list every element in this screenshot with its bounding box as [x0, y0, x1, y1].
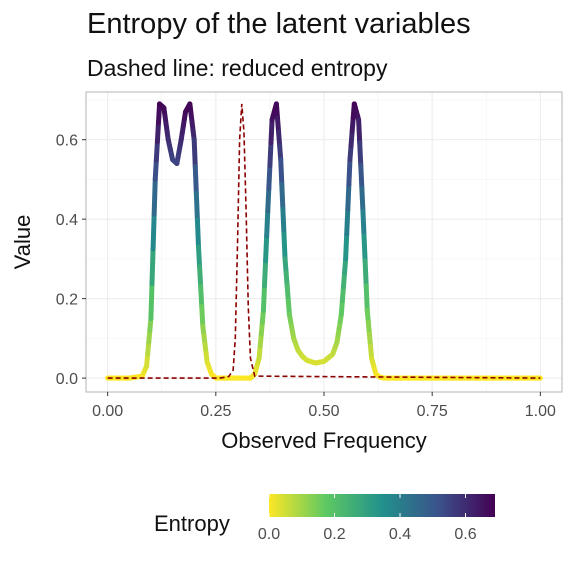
entropy-segment: [356, 117, 363, 146]
entropy-segment: [194, 217, 202, 250]
entropy-segment: [266, 163, 273, 191]
entropy-segment: [279, 181, 286, 212]
entropy-segment: [152, 158, 159, 182]
reduced-entropy-series: [107, 103, 541, 379]
entropy-segment: [265, 185, 272, 214]
entropy-segment: [198, 284, 205, 310]
entropy-segment: [263, 233, 270, 264]
grid-lines: [86, 92, 562, 392]
entropy-segment: [358, 163, 365, 191]
entropy-segment: [362, 258, 369, 289]
entropy-segment: [264, 208, 271, 239]
entropy-segment: [359, 185, 366, 214]
entropy-segment: [360, 208, 367, 239]
entropy-segment: [344, 206, 351, 237]
x-tick-label: 0.25: [200, 403, 231, 420]
entropy-segment: [281, 231, 288, 262]
x-tick-label: 0.00: [92, 403, 123, 420]
legend-title: Entropy: [154, 511, 230, 536]
entropy-segment: [357, 140, 364, 169]
legend-tick-label: 0.0: [258, 526, 280, 543]
entropy-segment: [193, 190, 200, 223]
chart-subtitle: Dashed line: reduced entropy: [87, 55, 388, 81]
legend-tick-label: 0.6: [454, 526, 476, 543]
entropy-segment: [343, 231, 350, 262]
entropy-segment: [262, 258, 269, 289]
entropy-segment: [149, 246, 156, 287]
legend-ticks: 0.0 0.2 0.4 0.6: [258, 494, 477, 543]
y-tick-label: 0.4: [56, 212, 78, 229]
entropy-segment: [148, 281, 155, 321]
x-tick-label: 0.75: [417, 403, 448, 420]
legend-colorbar: [269, 494, 495, 517]
y-axis-title: Value: [10, 215, 35, 270]
entropy-segment: [267, 140, 274, 169]
entropy-segment: [280, 206, 287, 237]
y-tick-label: 0.6: [56, 133, 78, 150]
entropy-segment: [361, 233, 368, 264]
entropy-segment: [346, 157, 353, 187]
entropy-segment: [151, 176, 158, 217]
entropy-segment: [260, 283, 267, 314]
entropy-segment: [153, 139, 160, 164]
entropy-segment: [199, 304, 206, 329]
legend-tick-label: 0.2: [323, 526, 345, 543]
entropy-segment: [150, 211, 157, 252]
entropy-segment: [345, 181, 352, 212]
x-tick-label: 0.50: [308, 403, 339, 420]
entropy-segment: [197, 264, 204, 290]
legend-tick-label: 0.4: [389, 526, 411, 543]
entropy-segment: [154, 120, 161, 145]
y-tick-label: 0.0: [56, 371, 78, 388]
entropy-segment: [192, 164, 199, 196]
entropy-segment: [363, 283, 370, 314]
chart-title: Entropy of the latent variables: [87, 8, 471, 40]
entropy-segment: [196, 244, 203, 270]
legend: Entropy 0.0 0.2 0.4 0.6: [154, 494, 495, 543]
entropy-segment: [268, 117, 275, 146]
entropy-segment: [191, 137, 198, 170]
y-axis-ticks: 0.0 0.2 0.4 0.6: [56, 133, 86, 388]
reduced-entropy-line: [107, 103, 541, 379]
x-axis-title: Observed Frequency: [221, 428, 426, 453]
y-tick-label: 0.2: [56, 292, 78, 309]
x-axis-ticks: 0.00 0.25 0.50 0.75 1.00: [92, 392, 556, 420]
x-tick-label: 1.00: [525, 403, 556, 420]
entropy-segment: [278, 157, 285, 187]
